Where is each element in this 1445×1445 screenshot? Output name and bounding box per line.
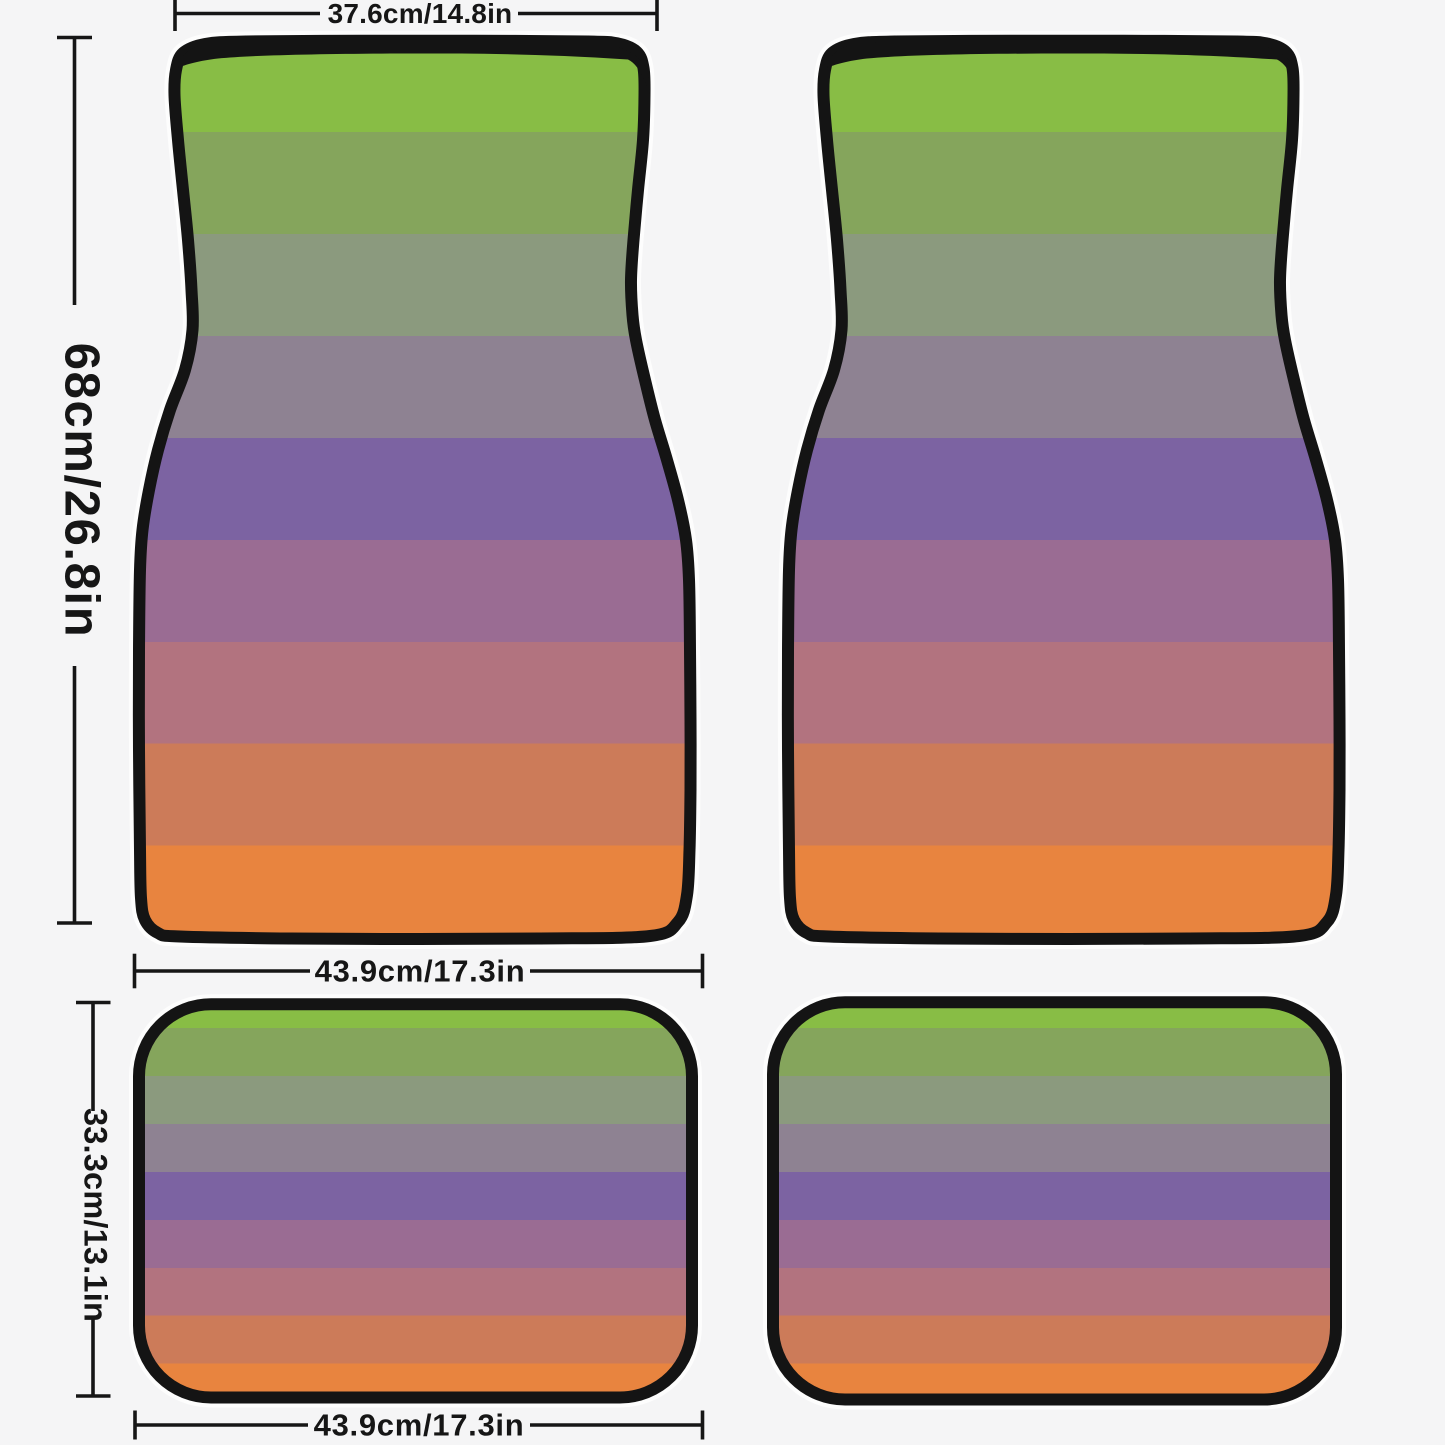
svg-text:68cm/26.8in: 68cm/26.8in	[54, 343, 108, 638]
svg-text:33.3cm/13.1in: 33.3cm/13.1in	[78, 1108, 114, 1322]
svg-text:43.9cm/17.3in: 43.9cm/17.3in	[315, 954, 526, 989]
svg-text:37.6cm/14.8in: 37.6cm/14.8in	[328, 0, 513, 29]
svg-text:43.9cm/17.3in: 43.9cm/17.3in	[314, 1408, 525, 1443]
